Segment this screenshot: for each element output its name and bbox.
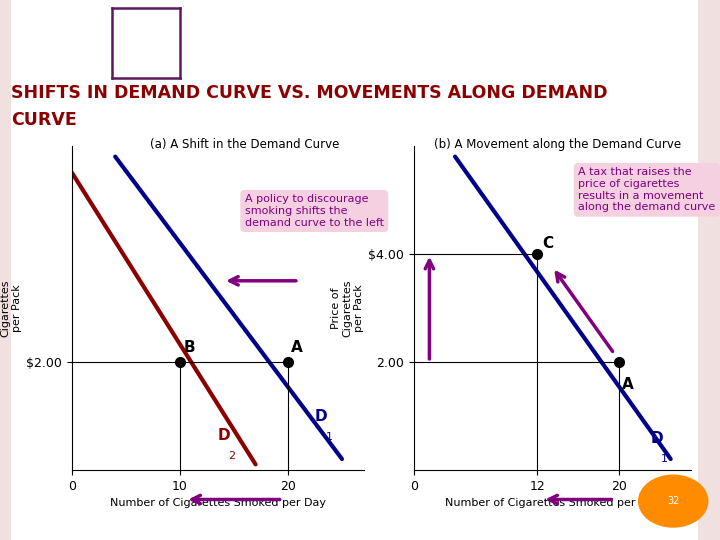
- Text: A: A: [291, 340, 303, 355]
- Text: SHIFTS IN DEMAND CURVE VS. MOVEMENTS ALONG DEMAND: SHIFTS IN DEMAND CURVE VS. MOVEMENTS ALO…: [11, 84, 607, 102]
- Y-axis label: Price of
Cigarettes
per Pack: Price of Cigarettes per Pack: [331, 279, 364, 336]
- Y-axis label: Price of
Cigarettes
per Pack: Price of Cigarettes per Pack: [0, 279, 22, 336]
- Text: D: D: [315, 409, 328, 424]
- Text: A: A: [622, 377, 634, 392]
- Text: 1: 1: [660, 454, 667, 464]
- Text: A policy to discourage
smoking shifts the
demand curve to the left: A policy to discourage smoking shifts th…: [245, 194, 384, 227]
- Text: D: D: [650, 431, 662, 446]
- Text: D: D: [218, 428, 230, 443]
- Text: (a) A Shift in the Demand Curve: (a) A Shift in the Demand Curve: [150, 138, 340, 151]
- X-axis label: Number of Cigarettes Smoked per Day: Number of Cigarettes Smoked per Day: [444, 498, 660, 508]
- Text: C: C: [542, 237, 554, 252]
- Text: (b) A Movement along the Demand Curve: (b) A Movement along the Demand Curve: [434, 138, 682, 151]
- Text: A tax that raises the
price of cigarettes
results in a movement
along the demand: A tax that raises the price of cigarette…: [578, 167, 716, 212]
- X-axis label: Number of Cigarettes Smoked per Day: Number of Cigarettes Smoked per Day: [110, 498, 325, 508]
- Text: 32: 32: [667, 496, 680, 506]
- Text: 2: 2: [229, 451, 235, 461]
- Text: B: B: [183, 340, 195, 355]
- Text: 1: 1: [325, 432, 333, 442]
- Text: CURVE: CURVE: [11, 111, 76, 129]
